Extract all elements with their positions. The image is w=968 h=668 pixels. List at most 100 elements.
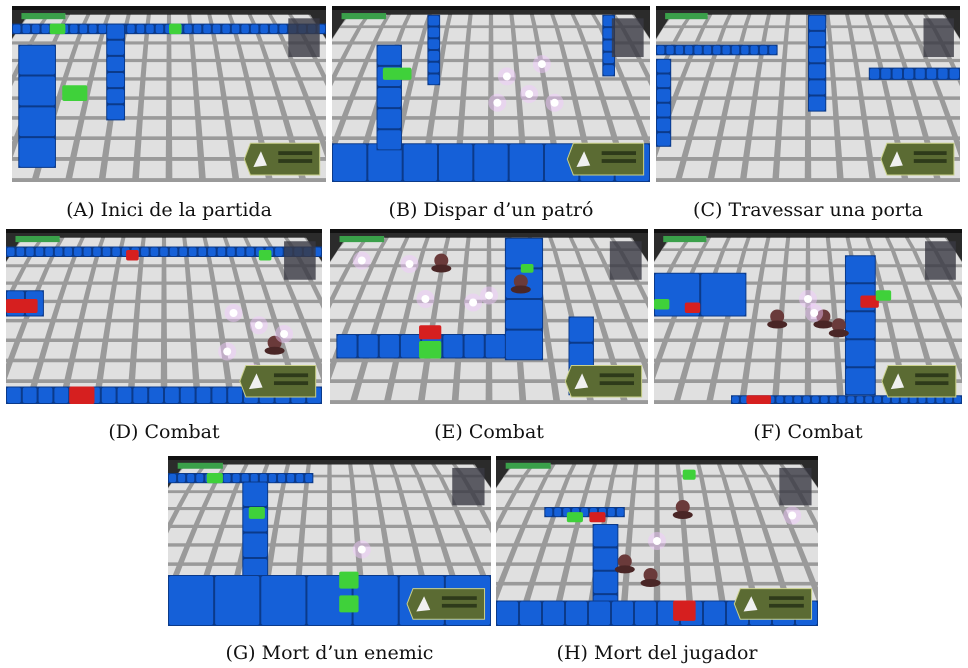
editor-toolbar [6, 229, 322, 233]
weapon-icon [743, 596, 758, 612]
locked-door-block [589, 512, 606, 523]
weapon-hud-panel [406, 588, 486, 620]
projectile-glow [488, 93, 507, 112]
game-scene-g [168, 456, 491, 626]
game-scene-c [656, 6, 960, 182]
enemy-sprite [510, 274, 531, 294]
locked-door-block [69, 386, 95, 404]
wall-segment [427, 14, 441, 86]
projectile-glow [805, 304, 824, 322]
locked-door-block [6, 299, 38, 313]
wall-segment [6, 246, 322, 257]
open-door-block [339, 595, 359, 613]
screenshot-e [330, 229, 648, 404]
game-scene-b [332, 6, 650, 182]
weapon-icon [248, 373, 263, 390]
open-door-block [258, 250, 272, 261]
weapon-icon [574, 373, 589, 390]
wall-segment [168, 473, 314, 484]
open-door-block [248, 507, 265, 519]
screenshot-g [168, 456, 491, 626]
game-scene-a [12, 6, 326, 182]
wall-segment [656, 44, 778, 56]
weapon-icon [889, 151, 903, 168]
minimap [611, 18, 644, 58]
health-bar [505, 462, 551, 469]
editor-toolbar [656, 6, 960, 10]
enemy-sprite [828, 318, 849, 338]
projectile-glow [799, 290, 817, 308]
locked-door-block [684, 302, 701, 313]
wall-segment [808, 14, 827, 112]
enemy-sprite [672, 500, 693, 519]
health-bar [15, 236, 60, 243]
caption-c: (C) Travessar una porta [693, 199, 923, 221]
enemy-sprite [431, 253, 452, 273]
health-bar [665, 13, 708, 20]
screenshot-h [496, 456, 818, 626]
weapon-icon [576, 151, 591, 168]
projectile-glow [520, 85, 539, 103]
weapon-hud-panel [564, 365, 643, 398]
open-door-block [682, 469, 696, 480]
editor-toolbar [332, 6, 650, 10]
caption-b: (B) Dispar d’un patró [388, 199, 594, 221]
projectile-glow [400, 255, 419, 273]
open-door-block [206, 473, 223, 484]
projectile-glow [532, 55, 551, 74]
projectile-glow [497, 67, 516, 86]
health-bar [339, 236, 385, 243]
open-door-block [49, 23, 66, 35]
caption-f: (F) Combat [753, 421, 863, 443]
projectile-glow [352, 540, 371, 559]
enemy-sprite [614, 554, 635, 574]
locked-door-block [673, 600, 696, 621]
weapon-icon [890, 373, 905, 390]
caption-a: (A) Inici de la partida [66, 199, 272, 221]
enemy-sprite [264, 335, 285, 355]
editor-toolbar [12, 6, 326, 10]
game-scene-h [496, 456, 818, 626]
enemy-sprite [767, 309, 788, 329]
weapon-hud-panel [566, 142, 645, 176]
minimap [284, 241, 316, 280]
open-door-block [169, 23, 182, 35]
wall-segment [242, 481, 269, 584]
health-bar [663, 236, 707, 243]
projectile-glow [648, 532, 666, 550]
projectile-glow [224, 304, 243, 322]
screenshot-f [654, 229, 962, 404]
locked-door-block [126, 250, 139, 261]
projectile-glow [464, 293, 483, 312]
minimap [288, 18, 320, 58]
open-door-block [419, 341, 442, 359]
caption-h: (H) Mort del jugador [556, 642, 758, 664]
wall-segment [654, 272, 747, 317]
screenshot-a [12, 6, 326, 182]
wall-segment [868, 67, 960, 80]
health-bar [341, 13, 387, 20]
game-scene-f [654, 229, 962, 404]
locked-door-block [860, 295, 879, 308]
minimap [452, 467, 485, 506]
editor-toolbar [496, 456, 818, 460]
projectile-glow [218, 342, 237, 361]
minimap [925, 241, 956, 280]
weapon-icon [416, 596, 431, 612]
minimap [609, 241, 642, 280]
wall-segment [602, 14, 616, 77]
editor-toolbar [330, 229, 648, 233]
caption-d: (D) Combat [108, 421, 220, 443]
minimap [923, 18, 954, 58]
enemy-sprite [813, 309, 834, 329]
caption-e: (E) Combat [434, 421, 544, 443]
weapon-hud-panel [243, 142, 321, 176]
wall-segment [18, 44, 56, 168]
projectile-glow [416, 290, 435, 308]
minimap [779, 467, 812, 506]
game-scene-d [6, 229, 322, 404]
open-door-block [339, 571, 359, 589]
screenshot-c [656, 6, 960, 182]
screenshot-b [332, 6, 650, 182]
open-door-block [875, 290, 892, 301]
